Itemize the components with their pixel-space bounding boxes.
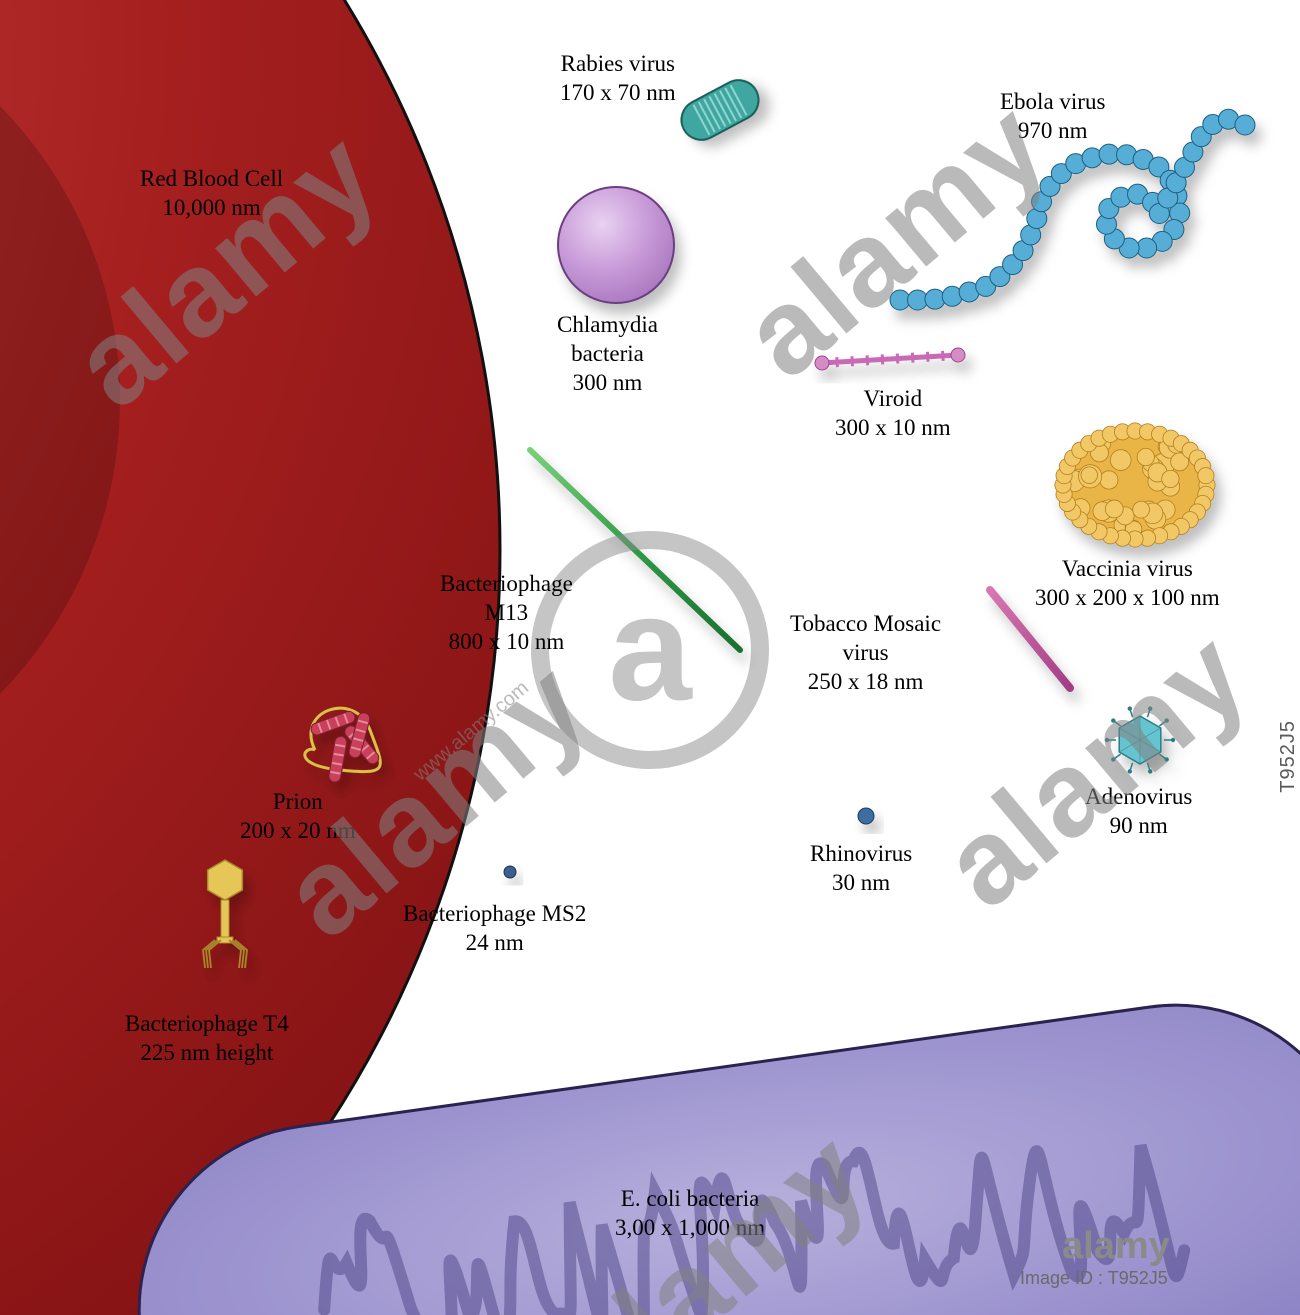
diagram-svg: a <box>0 0 1300 1315</box>
adeno-shape <box>1105 706 1175 773</box>
svg-text:a: a <box>608 564 693 732</box>
tmv-shape <box>990 590 1070 688</box>
rhino-shape <box>858 808 874 824</box>
image-code-strip: T952J5 <box>1277 720 1300 793</box>
ebola-shape <box>890 109 1255 310</box>
viroid-shape <box>815 348 965 370</box>
ms2-shape <box>504 866 516 878</box>
vaccinia-shape <box>1055 423 1215 547</box>
rabies-shape <box>674 73 765 147</box>
watermark-logo-a: a <box>540 540 760 760</box>
chlamydia-shape <box>558 187 674 303</box>
diagram-stage: a Red Blood Cell 10,000 nmRabies virus 1… <box>0 0 1300 1315</box>
